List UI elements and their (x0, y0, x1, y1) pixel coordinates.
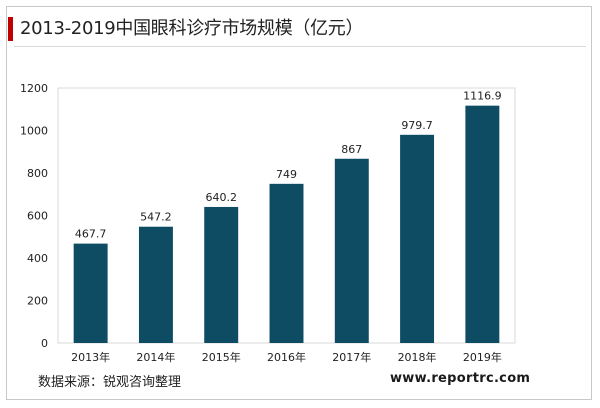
bar (465, 105, 500, 343)
bar (73, 243, 108, 343)
website-label: www.reportrc.com (390, 371, 531, 386)
bar-value-label: 867 (341, 143, 362, 156)
y-tick-label: 800 (27, 167, 48, 180)
title-accent-bar (8, 17, 13, 41)
bar-value-label: 467.7 (75, 228, 107, 241)
source-note: 数据来源：锐观咨询整理 (38, 375, 182, 390)
bar-value-label: 640.2 (205, 191, 237, 204)
x-tick-label: 2015年 (202, 350, 241, 364)
chart-title: 2013-2019中国眼科诊疗市场规模（亿元） (20, 18, 364, 39)
bar-value-label: 979.7 (401, 119, 433, 132)
title-divider (14, 46, 586, 47)
bar (138, 226, 173, 343)
bar (334, 158, 369, 343)
y-tick-label: 1200 (20, 82, 48, 95)
bar (204, 206, 239, 343)
y-tick-label: 1000 (20, 125, 48, 138)
bar-value-label: 1116.9 (463, 90, 502, 103)
y-tick-label: 200 (27, 295, 48, 308)
x-tick-label: 2014年 (136, 350, 175, 364)
y-tick-label: 0 (41, 337, 48, 350)
bar (269, 183, 304, 343)
y-tick-label: 600 (27, 210, 48, 223)
x-tick-label: 2019年 (463, 350, 502, 364)
bar-value-label: 547.2 (140, 211, 172, 224)
bar-value-label: 749 (276, 168, 297, 181)
y-tick-label: 400 (27, 252, 48, 265)
x-tick-label: 2017年 (332, 350, 371, 364)
x-tick-label: 2013年 (71, 350, 110, 364)
x-tick-label: 2016年 (267, 350, 306, 364)
bar (400, 134, 435, 343)
x-tick-label: 2018年 (398, 350, 437, 364)
